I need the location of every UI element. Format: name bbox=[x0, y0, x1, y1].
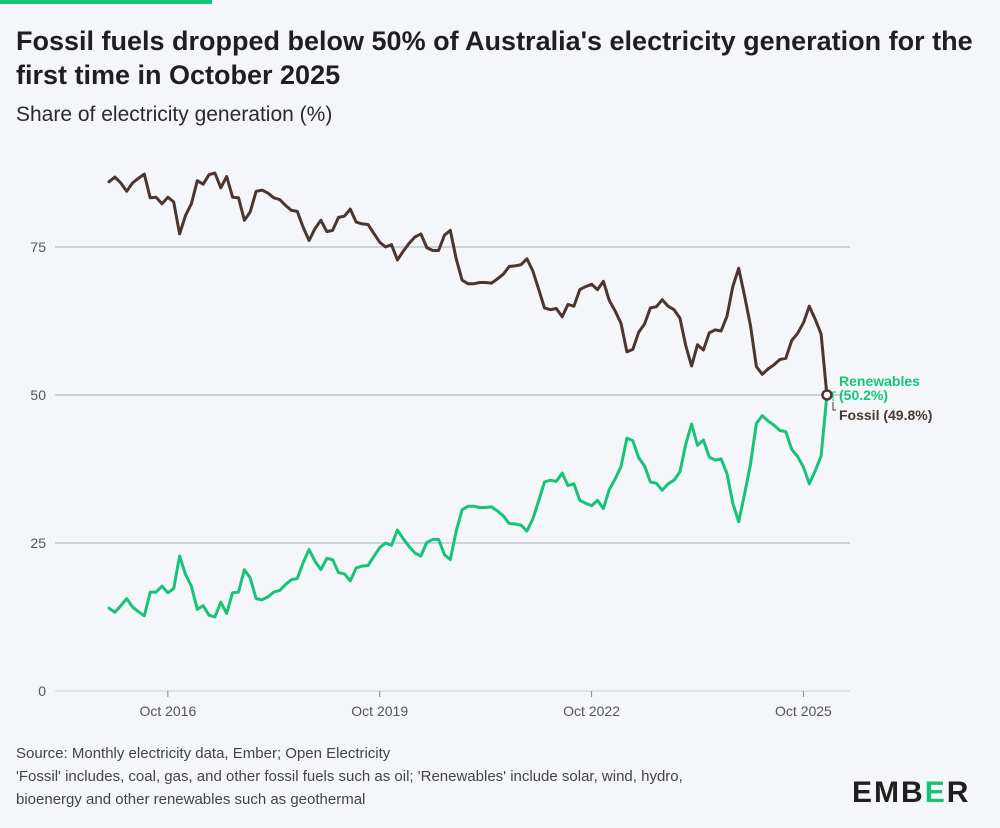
end-point-marker bbox=[821, 389, 833, 401]
logo-text: EMBER bbox=[852, 776, 971, 809]
series-layer bbox=[107, 171, 833, 619]
fossil-end-label: Fossil (49.8%) bbox=[839, 407, 932, 423]
series-line-fossil bbox=[107, 171, 829, 398]
ember-logo: EMBER bbox=[852, 776, 970, 810]
fossil-leader bbox=[832, 402, 836, 411]
chart-subtitle: Share of electricity generation (%) bbox=[16, 103, 333, 126]
label-layer: Renewables (50.2%) Fossil (49.8%) bbox=[832, 373, 932, 423]
x-axis: Oct 2016 Oct 2019 Oct 2022 Oct 2025 bbox=[55, 690, 850, 719]
chart-footer: Source: Monthly electricity data, Ember;… bbox=[16, 742, 836, 811]
renewables-end-label: Renewables (50.2%) bbox=[839, 373, 920, 403]
y-tick-label: 25 bbox=[30, 535, 46, 551]
series-line-renewables bbox=[107, 392, 829, 619]
x-tick-label: Oct 2019 bbox=[351, 703, 408, 719]
accent-bar bbox=[0, 0, 212, 4]
x-tick-label: Oct 2016 bbox=[139, 703, 196, 719]
definition-note: 'Fossil' includes, coal, gas, and other … bbox=[16, 768, 683, 808]
y-tick-label: 0 bbox=[38, 683, 46, 699]
source-note: Source: Monthly electricity data, Ember;… bbox=[16, 745, 391, 762]
y-tick-label: 50 bbox=[30, 387, 46, 403]
x-tick-label: Oct 2022 bbox=[563, 703, 620, 719]
line-chart: 0 25 50 75 Oct 2016 Oct 2019 Oct 2022 Oct 2025… bbox=[30, 171, 932, 719]
renewables-leader bbox=[832, 391, 836, 401]
y-tick-label: 75 bbox=[30, 239, 46, 255]
chart-title: Fossil fuels dropped below 50% of Austra… bbox=[16, 26, 973, 90]
grid-layer: 0 25 50 75 bbox=[30, 239, 850, 699]
x-tick-label: Oct 2025 bbox=[775, 703, 832, 719]
